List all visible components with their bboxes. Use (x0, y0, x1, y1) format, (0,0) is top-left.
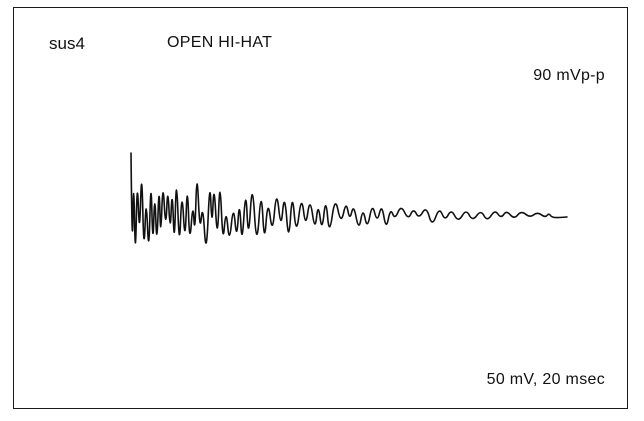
figure-title: OPEN HI-HAT (167, 34, 273, 51)
waveform-plot (130, 152, 568, 244)
scale-label: 50 mV, 20 msec (486, 371, 605, 388)
figure-frame: sus4 OPEN HI-HAT 90 mVp-p 50 mV, 20 msec (13, 7, 628, 409)
amplitude-label: 90 mVp-p (533, 67, 605, 84)
sound-tag: sus4 (49, 34, 85, 53)
oscilloscope-trace (130, 152, 568, 244)
